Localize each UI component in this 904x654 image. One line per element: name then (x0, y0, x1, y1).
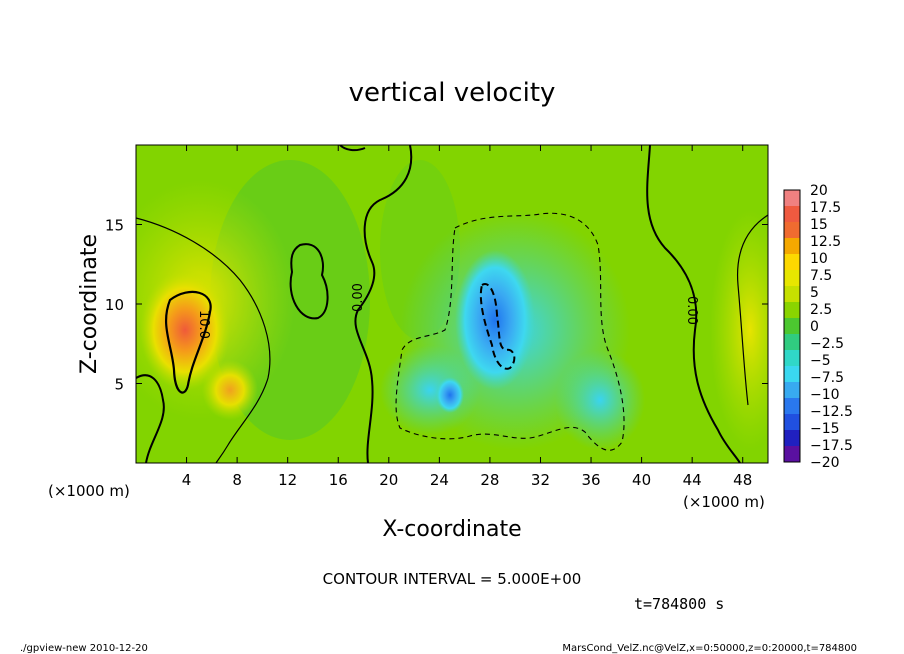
colorbar-segment (784, 190, 800, 207)
time-label: t=784800 s (634, 595, 724, 613)
colorbar-label: −7.5 (810, 370, 844, 386)
contour-zero-middle (354, 145, 413, 463)
contour-lines (136, 145, 768, 463)
colorbar-label: 10 (810, 251, 828, 267)
x-tick-label: 4 (182, 471, 192, 489)
colorbar-label: −12.5 (810, 404, 853, 420)
footer-left: ./gpview-new 2010-12-20 (20, 643, 148, 654)
colorbar-segment (784, 270, 800, 287)
x-axis-label: X-coordinate (382, 517, 521, 542)
contour-neg-inner (479, 283, 516, 370)
colorbar-segment (784, 382, 800, 399)
contour-zero-loop (289, 243, 329, 320)
x-tick-label: 16 (329, 471, 348, 489)
colorbar-frame (783, 189, 801, 463)
colorbar-segment (784, 238, 800, 255)
y-axis: 5 10 15 (105, 217, 768, 394)
contour-label-2: 0.00 (351, 283, 366, 312)
colorbar-label: 5 (810, 285, 819, 301)
colorbar-segment (784, 206, 800, 223)
y-tick-label: 10 (105, 296, 124, 314)
colorbar-label: −17.5 (810, 438, 853, 454)
contour-interval: CONTOUR INTERVAL = 5.000E+00 (323, 570, 582, 588)
colorbar-segment (784, 398, 800, 415)
colorbar-label: −5 (810, 353, 831, 369)
x-tick-label: 48 (733, 471, 752, 489)
contour-zero-left (136, 374, 165, 463)
x-axis: 4 8 12 16 20 24 28 32 36 40 44 48 (182, 145, 752, 489)
colorbar-segment (784, 334, 800, 351)
x-tick-label: 44 (683, 471, 702, 489)
y-axis-label: Z-coordinate (77, 234, 102, 374)
y-tick-label: 15 (105, 217, 124, 235)
colorbar-label: −20 (810, 455, 840, 471)
x-tick-label: 20 (379, 471, 398, 489)
x-unit-left: (×1000 m) (48, 482, 130, 500)
colorbar-label: 12.5 (810, 234, 841, 250)
colorbar: 2017.51512.5107.552.50−2.5−5−7.5−10−12.5… (783, 183, 853, 471)
x-tick-label: 24 (430, 471, 449, 489)
colorbar-label: 15 (810, 217, 828, 233)
x-tick-label: 36 (581, 471, 600, 489)
contour-labels: 10.0 0.00 0.00 (196, 283, 699, 339)
plot-field (136, 145, 768, 463)
colorbar-segment (784, 366, 800, 383)
colorbar-label: −2.5 (810, 336, 844, 352)
x-tick-label: 12 (278, 471, 297, 489)
contour-neg-outer (395, 212, 625, 451)
colorbar-segment (784, 414, 800, 431)
colorbar-segment (784, 446, 800, 463)
contour-ten (165, 290, 212, 394)
colorbar-segment (784, 286, 800, 303)
colorbar-label: 20 (810, 183, 828, 199)
colorbar-label: −15 (810, 421, 840, 437)
colorbar-label: −10 (810, 387, 840, 403)
colorbar-label: 2.5 (810, 302, 832, 318)
x-tick-label: 40 (632, 471, 651, 489)
contour-five-left (136, 217, 271, 463)
x-tick-label: 8 (232, 471, 242, 489)
x-tick-label: 28 (480, 471, 499, 489)
colorbar-label: 17.5 (810, 200, 841, 216)
chart-title: vertical velocity (349, 78, 556, 108)
contour-five-right (736, 214, 768, 406)
x-unit-right: (×1000 m) (683, 493, 765, 511)
footer-right: MarsCond_VelZ.nc@VelZ,x=0:50000,z=0:2000… (562, 643, 857, 654)
colorbar-segment (784, 430, 800, 447)
contour-label-3: 0.00 (684, 296, 699, 325)
colorbar-label: 0 (810, 319, 819, 335)
colorbar-segment (784, 302, 800, 319)
colorbar-segment (784, 350, 800, 367)
x-tick-label: 32 (531, 471, 550, 489)
colorbar-segment (784, 222, 800, 239)
contour-zero-upper (339, 145, 366, 152)
contour-label-1: 10.0 (196, 310, 211, 339)
colorbar-segment (784, 318, 800, 335)
colorbar-label: 7.5 (810, 268, 832, 284)
y-tick-label: 5 (114, 376, 124, 394)
contour-zero-right (646, 145, 741, 463)
colorbar-segment (784, 254, 800, 271)
